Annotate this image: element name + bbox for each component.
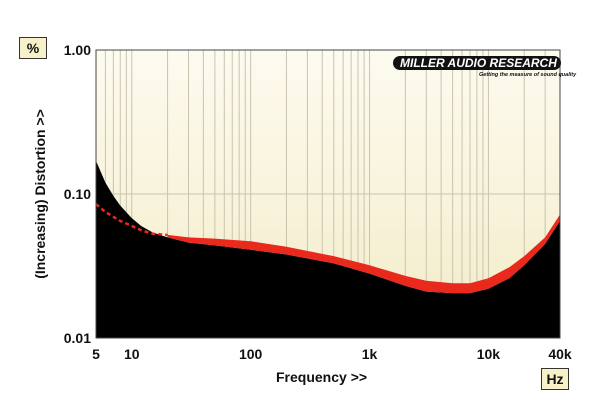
y-tick-label: 0.01: [64, 330, 91, 346]
brand-logo-name: MILLER AUDIO RESEARCH: [400, 56, 557, 70]
series-black-area: [96, 160, 560, 338]
y-tick-label: 1.00: [64, 42, 91, 58]
x-tick-label: 5: [92, 346, 100, 362]
y-unit-text: %: [26, 40, 40, 56]
x-unit-text: Hz: [546, 371, 564, 387]
plot-frame: [95, 49, 561, 339]
x-axis-title: Frequency >>: [276, 369, 368, 385]
brand-logo: MILLER AUDIO RESEARCH Getting the measur…: [393, 56, 577, 78]
x-tick-label: 40k: [548, 346, 572, 362]
series-layer: [95, 160, 560, 338]
series-red-dashed-line: [95, 203, 168, 237]
x-tick-label: 100: [239, 346, 263, 362]
x-tick-label: 10: [124, 346, 140, 362]
x-unit-label: Hz: [541, 368, 569, 390]
brand-logo-tagline: Getting the measure of sound quality: [479, 72, 577, 78]
tick-labels: 5 10 100 1k 10k 40k 1.00 0.10 0.01: [64, 42, 572, 362]
x-tick-label: 1k: [362, 346, 378, 362]
y-tick-label: 0.10: [64, 186, 91, 202]
brand-logo-bar: [393, 56, 561, 70]
x-tick-label: 10k: [477, 346, 501, 362]
y-unit-label: %: [19, 37, 47, 59]
